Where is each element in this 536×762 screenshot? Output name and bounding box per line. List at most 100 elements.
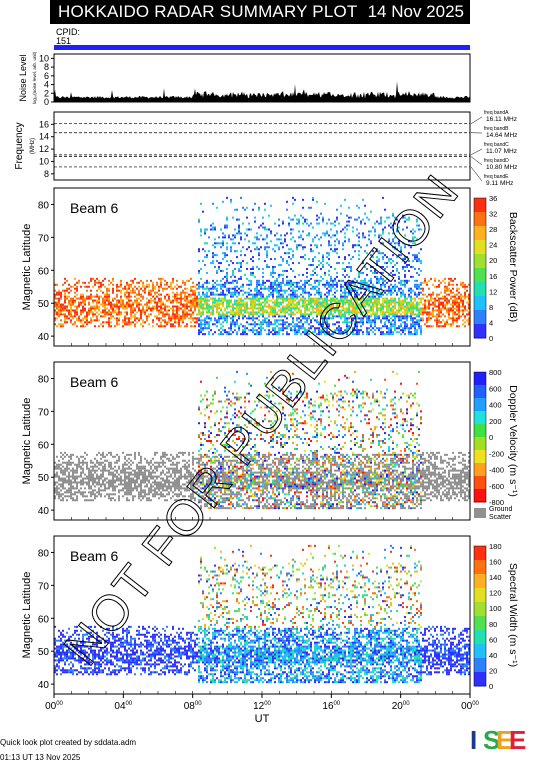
data-cell [406,307,408,309]
data-cell [290,282,292,284]
data-cell [152,464,154,466]
data-cell [354,250,356,252]
data-cell [202,286,204,288]
data-cell [134,487,136,489]
data-cell [272,270,274,272]
data-cell [144,288,146,290]
data-cell [124,288,126,290]
data-cell [160,458,162,460]
data-cell [294,199,296,201]
data-cell [104,483,106,485]
data-cell [60,499,62,501]
data-cell [72,317,74,319]
data-cell [316,234,318,236]
data-cell [56,284,58,286]
data-cell [94,478,96,480]
data-cell [454,302,456,304]
data-cell [180,472,182,474]
data-cell [236,250,238,252]
data-cell [154,288,156,290]
data-cell [168,315,170,317]
data-cell [56,306,58,308]
data-cell [304,304,306,306]
data-cell [146,470,148,472]
data-cell [140,458,142,460]
data-cell [68,495,70,497]
data-cell [302,246,304,248]
data-cell [402,300,404,302]
data-cell [64,309,66,311]
data-cell [114,325,116,327]
data-cell [70,462,72,464]
data-cell [234,292,236,294]
data-cell [306,309,308,311]
data-cell [332,223,334,225]
data-cell [224,300,226,302]
data-cell [118,480,120,482]
data-cell [426,282,428,284]
data-cell [290,313,292,315]
data-cell [216,272,218,274]
data-cell [422,294,424,296]
data-cell [186,304,188,306]
frequency-ytick-label: 12 [39,144,49,154]
data-cell [444,315,446,317]
data-cell [170,323,172,325]
data-cell [168,460,170,462]
data-cell [124,307,126,309]
data-cell [382,315,384,317]
data-cell [70,458,72,460]
data-cell [450,290,452,292]
data-cell [138,478,140,480]
data-cell [334,234,336,236]
data-cell [172,478,174,480]
data-cell [140,487,142,489]
data-cell [262,302,264,304]
data-cell [246,333,248,335]
data-cell [440,302,442,304]
data-cell [260,327,262,329]
data-cell [420,327,422,329]
data-cell [410,333,412,335]
data-cell [94,313,96,315]
data-cell [166,458,168,460]
data-cell [84,487,86,489]
data-cell [282,223,284,225]
data-cell [190,317,192,319]
data-cell [84,325,86,327]
data-cell [268,321,270,323]
data-cell [224,254,226,256]
data-cell [76,497,78,499]
data-cell [62,462,64,464]
data-cell [246,292,248,294]
data-cell [62,284,64,286]
data-cell [100,454,102,456]
colorbar-segment [474,310,486,325]
data-cell [262,296,264,298]
data-cell [406,327,408,329]
data-cell [146,478,148,480]
data-cell [238,302,240,304]
data-cell [294,240,296,242]
data-cell [62,454,64,456]
data-cell [106,454,108,456]
data-cell [176,302,178,304]
data-cell [138,298,140,300]
data-cell [116,317,118,319]
data-cell [400,309,402,311]
data-cell [110,304,112,306]
data-cell [410,292,412,294]
data-cell [212,288,214,290]
data-cell [290,300,292,302]
data-cell [334,221,336,223]
data-cell [256,331,258,333]
data-cell [204,307,206,309]
data-cell [58,483,60,485]
data-cell [280,288,282,290]
data-cell [152,300,154,302]
data-cell [290,248,292,250]
data-cell [124,323,126,325]
data-cell [220,323,222,325]
data-cell [76,470,78,472]
